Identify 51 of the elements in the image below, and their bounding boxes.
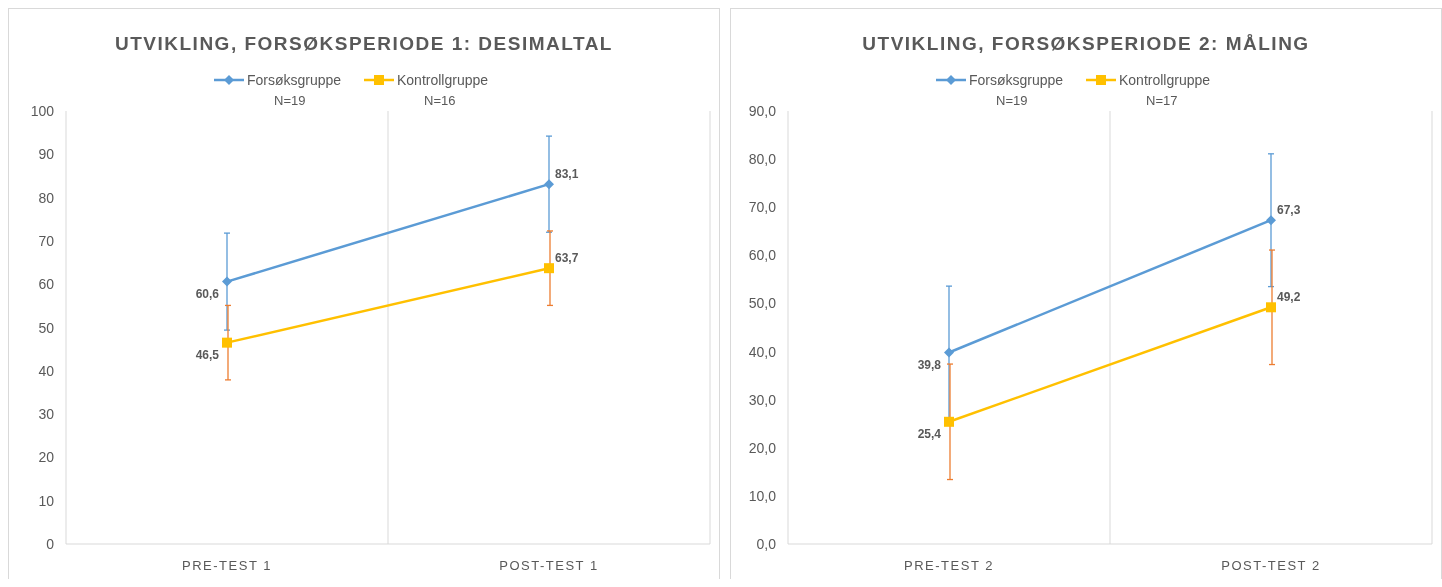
data-label: 67,3 [1277, 203, 1301, 218]
data-label: 49,2 [1277, 290, 1301, 305]
y-tick-label: 100 [30, 103, 55, 119]
text: N=19 [996, 93, 1028, 108]
y-tick-label: 30,0 [748, 391, 777, 408]
x-tick-label: POST-TEST 1 [499, 558, 599, 573]
y-tick-label: 90,0 [748, 103, 777, 119]
legend-label: Forsøksgruppe [969, 72, 1064, 88]
chart-title: UTVIKLING, FORSØKSPERIODE 1: DESIMALTAL [115, 33, 613, 54]
point [944, 347, 954, 358]
y-tick-label: 60 [38, 276, 55, 293]
point [544, 263, 554, 274]
y-tick-label: 20,0 [748, 439, 777, 456]
y-tick-label: 90 [38, 146, 55, 163]
legend-label: Forsøksgruppe [247, 72, 342, 88]
y-tick-label: 40 [38, 362, 55, 379]
y-tick-label: 10,0 [748, 487, 777, 504]
y-tick-label: 40,0 [748, 343, 777, 360]
y-tick-label: 30 [38, 406, 55, 423]
point [944, 416, 954, 427]
point [1266, 302, 1276, 313]
text: N=16 [424, 93, 456, 108]
data-label: 83,1 [555, 167, 579, 182]
text: N=19 [274, 93, 306, 108]
y-tick-label: 50,0 [748, 295, 777, 312]
point [222, 276, 232, 287]
x-tick-label: PRE-TEST 2 [904, 558, 994, 573]
x-tick-label: POST-TEST 2 [1221, 558, 1321, 573]
point [222, 337, 232, 348]
data-label: 39,8 [917, 357, 942, 372]
y-tick-label: 50 [38, 319, 55, 336]
point [544, 179, 554, 190]
y-tick-label: 80,0 [748, 151, 777, 168]
x-tick-label: PRE-TEST 1 [182, 558, 272, 573]
data-label: 46,5 [195, 347, 220, 362]
y-tick-label: 10 [38, 492, 55, 509]
text: N=17 [1146, 93, 1178, 108]
y-tick-label: 70,0 [748, 199, 777, 216]
y-tick-label: 20 [38, 449, 55, 466]
y-tick-label: 70 [38, 232, 55, 249]
data-label: 63,7 [555, 251, 579, 266]
point [1266, 215, 1276, 226]
data-label: 25,4 [917, 426, 942, 441]
y-tick-label: 0 [46, 536, 55, 552]
data-label: 60,6 [195, 286, 220, 301]
legend-label: Kontrollgruppe [397, 72, 489, 88]
y-tick-label: 60,0 [748, 247, 777, 264]
y-tick-label: 0,0 [756, 536, 777, 552]
legend-label: Kontrollgruppe [1119, 72, 1211, 88]
y-tick-label: 80 [38, 189, 55, 206]
chart-title: UTVIKLING, FORSØKSPERIODE 2: MÅLING [862, 33, 1310, 54]
